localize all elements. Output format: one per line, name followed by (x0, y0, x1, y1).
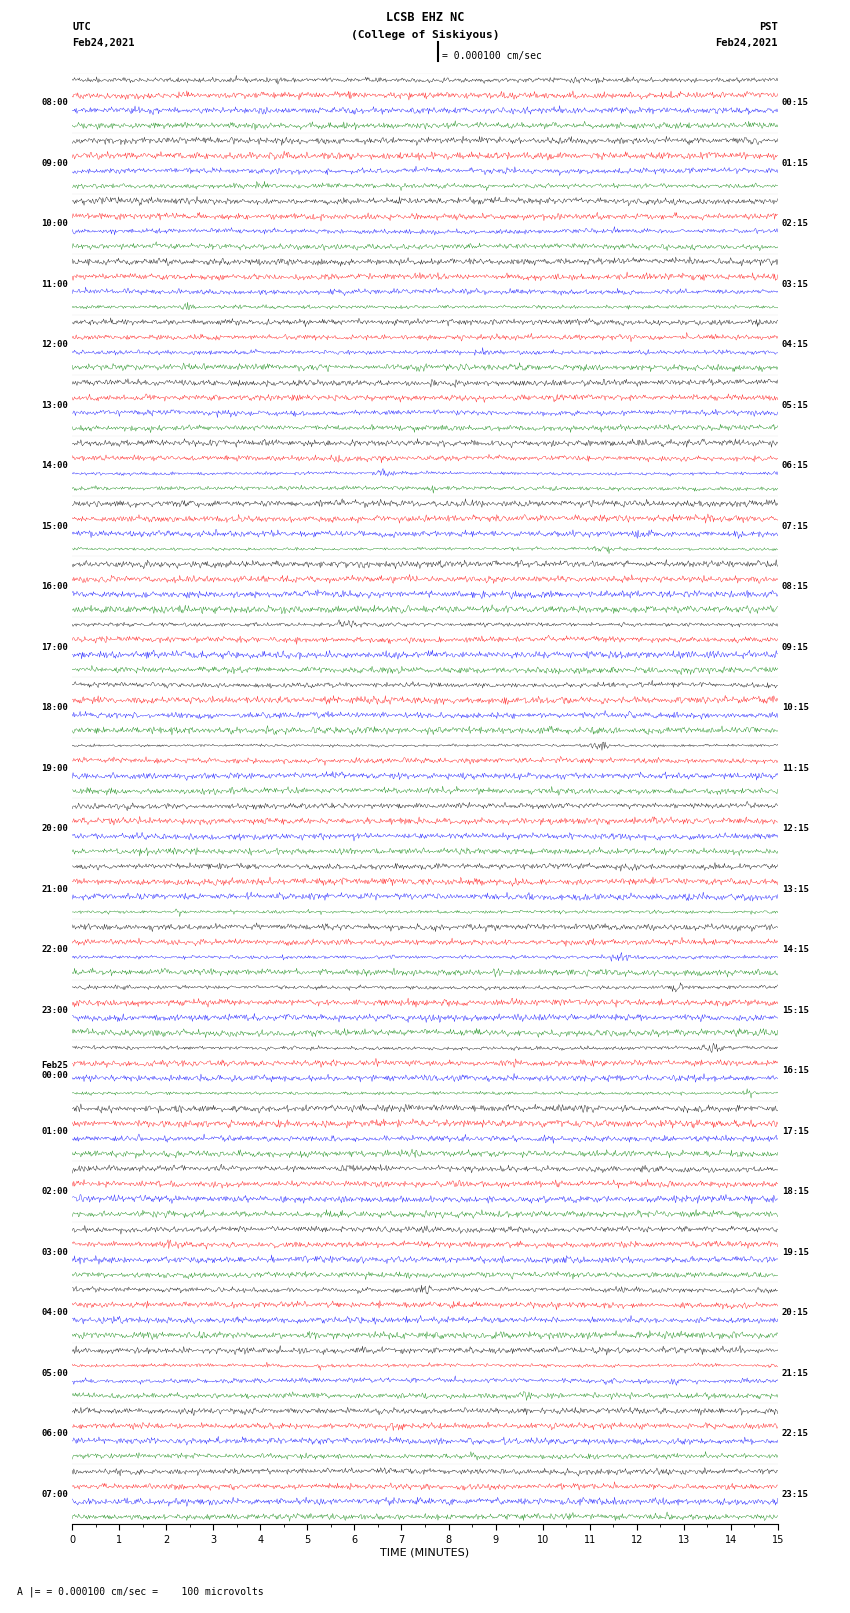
Text: 22:15: 22:15 (782, 1429, 809, 1439)
Text: 06:15: 06:15 (782, 461, 809, 471)
Text: 18:15: 18:15 (782, 1187, 809, 1197)
Text: 13:15: 13:15 (782, 884, 809, 894)
Text: (College of Siskiyous): (College of Siskiyous) (351, 31, 499, 40)
Text: 10:15: 10:15 (782, 703, 809, 713)
Text: PST: PST (759, 23, 778, 32)
Text: 04:15: 04:15 (782, 340, 809, 350)
Text: 19:00: 19:00 (41, 763, 68, 773)
Text: 17:15: 17:15 (782, 1126, 809, 1136)
Text: Feb25: Feb25 (41, 1061, 68, 1071)
Text: 22:00: 22:00 (41, 945, 68, 955)
Text: 01:15: 01:15 (782, 158, 809, 168)
Text: 15:15: 15:15 (782, 1005, 809, 1015)
Text: LCSB EHZ NC: LCSB EHZ NC (386, 11, 464, 24)
Text: 08:15: 08:15 (782, 582, 809, 592)
Text: 00:00: 00:00 (41, 1071, 68, 1081)
Text: 05:00: 05:00 (41, 1368, 68, 1378)
Text: 20:15: 20:15 (782, 1308, 809, 1318)
Text: 03:15: 03:15 (782, 279, 809, 289)
Text: 07:00: 07:00 (41, 1489, 68, 1498)
Text: 06:00: 06:00 (41, 1429, 68, 1439)
Text: 03:00: 03:00 (41, 1247, 68, 1257)
Text: 09:15: 09:15 (782, 642, 809, 652)
Text: 08:00: 08:00 (41, 98, 68, 108)
Text: 13:00: 13:00 (41, 400, 68, 410)
Text: 18:00: 18:00 (41, 703, 68, 713)
Text: 07:15: 07:15 (782, 521, 809, 531)
Text: 16:00: 16:00 (41, 582, 68, 592)
Text: 10:00: 10:00 (41, 219, 68, 229)
Text: 01:00: 01:00 (41, 1126, 68, 1136)
Text: 02:00: 02:00 (41, 1187, 68, 1197)
Text: 12:00: 12:00 (41, 340, 68, 350)
X-axis label: TIME (MINUTES): TIME (MINUTES) (381, 1547, 469, 1558)
Text: 15:00: 15:00 (41, 521, 68, 531)
Text: 11:15: 11:15 (782, 763, 809, 773)
Text: 23:00: 23:00 (41, 1005, 68, 1015)
Text: 20:00: 20:00 (41, 824, 68, 834)
Text: 17:00: 17:00 (41, 642, 68, 652)
Text: 09:00: 09:00 (41, 158, 68, 168)
Text: 21:15: 21:15 (782, 1368, 809, 1378)
Text: Feb24,2021: Feb24,2021 (72, 39, 135, 48)
Text: UTC: UTC (72, 23, 91, 32)
Text: 14:15: 14:15 (782, 945, 809, 955)
Text: 04:00: 04:00 (41, 1308, 68, 1318)
Text: 14:00: 14:00 (41, 461, 68, 471)
Text: A |= = 0.000100 cm/sec =    100 microvolts: A |= = 0.000100 cm/sec = 100 microvolts (17, 1586, 264, 1597)
Text: 00:15: 00:15 (782, 98, 809, 108)
Text: 05:15: 05:15 (782, 400, 809, 410)
Text: Feb24,2021: Feb24,2021 (715, 39, 778, 48)
Text: 11:00: 11:00 (41, 279, 68, 289)
Text: 21:00: 21:00 (41, 884, 68, 894)
Text: 12:15: 12:15 (782, 824, 809, 834)
Text: 02:15: 02:15 (782, 219, 809, 229)
Text: 16:15: 16:15 (782, 1066, 809, 1076)
Text: 19:15: 19:15 (782, 1247, 809, 1257)
Text: = 0.000100 cm/sec: = 0.000100 cm/sec (442, 52, 542, 61)
Text: 23:15: 23:15 (782, 1489, 809, 1498)
